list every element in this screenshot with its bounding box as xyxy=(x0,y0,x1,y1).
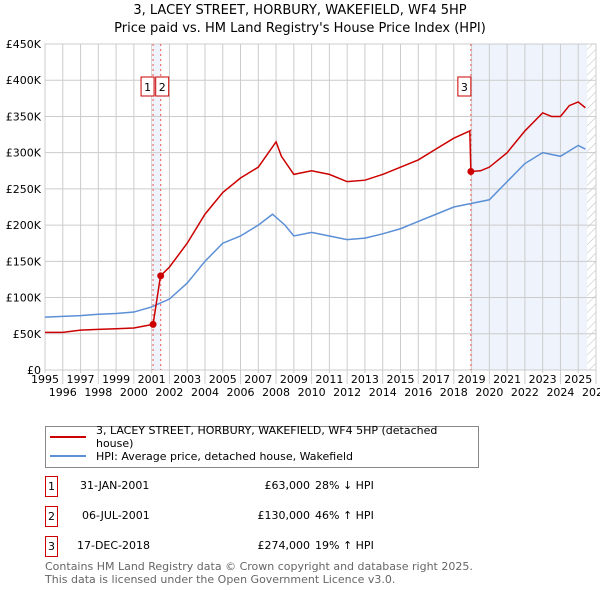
sale-date: 06-JUL-2001 xyxy=(82,509,150,522)
footer-line: This data is licensed under the Open Gov… xyxy=(45,573,396,586)
y-tick-label: £0 xyxy=(27,364,41,377)
legend-label: 3, LACEY STREET, HORBURY, WAKEFIELD, WF4… xyxy=(95,424,438,450)
x-tick-label: 2008 xyxy=(262,386,290,399)
sale-row: 3 17-DEC-2018 £274,000 19% ↑ HPI xyxy=(45,536,445,557)
y-tick-label: £250K xyxy=(6,183,42,196)
sale-hpi: 28% ↓ HPI xyxy=(315,479,374,492)
x-tick-label: 2017 xyxy=(422,373,450,386)
series-line xyxy=(44,144,586,318)
y-tick-label: £200K xyxy=(6,219,42,232)
x-tick-label: 2023 xyxy=(529,373,557,386)
legend: 3, LACEY STREET, HORBURY, WAKEFIELD, WF4… xyxy=(45,424,479,468)
y-tick-label: £400K xyxy=(6,74,42,87)
sale-point xyxy=(467,168,475,176)
sale-price: £274,000 xyxy=(257,539,311,552)
chart-title: 3, LACEY STREET, HORBURY, WAKEFIELD, WF4… xyxy=(133,3,467,18)
sale-point xyxy=(149,320,157,328)
sale-hpi: 46% ↑ HPI xyxy=(315,509,374,522)
sale-marker-box xyxy=(155,76,170,97)
sale-row: 2 06-JUL-2001 £130,000 46% ↑ HPI xyxy=(45,506,445,527)
y-tick-label: £450K xyxy=(6,38,42,51)
sale-marker: 3 xyxy=(45,536,58,557)
sale-marker: 1 xyxy=(45,476,58,497)
footer: Contains HM Land Registry data © Crown c… xyxy=(45,560,473,586)
x-tick-label: 1999 xyxy=(102,373,130,386)
x-tick-label: 2022 xyxy=(511,386,539,399)
x-tick-label: 2026 xyxy=(582,386,600,399)
x-tick-label: 2000 xyxy=(120,386,148,399)
x-tick-label: 2002 xyxy=(155,386,183,399)
sale-date: 31-JAN-2001 xyxy=(80,479,150,492)
x-tick-label: 1998 xyxy=(84,386,112,399)
legend-item-hpi: HPI: Average price, detached house, Wake… xyxy=(46,447,353,465)
sale-marker-label: 3 xyxy=(461,81,468,94)
x-tick-label: 2024 xyxy=(546,386,574,399)
legend-label: HPI: Average price, detached house, Wake… xyxy=(96,449,354,463)
sale-marker: 2 xyxy=(45,506,58,527)
x-tick-label: 2018 xyxy=(440,386,468,399)
x-tick-label: 2015 xyxy=(386,373,414,386)
y-tick-label: £50K xyxy=(13,328,42,341)
x-tick-label: 2010 xyxy=(298,386,326,399)
sale-price: £63,000 xyxy=(264,479,311,492)
footer-line: Contains HM Land Registry data © Crown c… xyxy=(45,560,473,573)
x-tick-label: 2013 xyxy=(351,373,379,386)
x-tick-label: 2020 xyxy=(475,386,503,399)
y-tick-label: £150K xyxy=(6,255,42,268)
x-tick-label: 2006 xyxy=(227,386,255,399)
future-hatch xyxy=(587,44,596,370)
sale-hpi: 19% ↑ HPI xyxy=(315,539,374,552)
x-tick-label: 2021 xyxy=(493,373,521,386)
sale-marker-box xyxy=(457,76,472,97)
chart-subtitle: Price paid vs. HM Land Registry's House … xyxy=(114,21,486,36)
price-chart: 1995199619971998199920002001200220032004… xyxy=(6,38,600,399)
x-tick-label: 2012 xyxy=(333,386,361,399)
y-tick-label: £100K xyxy=(6,292,42,305)
x-tick-label: 2004 xyxy=(191,386,219,399)
sale-price: £130,000 xyxy=(257,509,311,522)
x-tick-label: 2025 xyxy=(564,373,592,386)
projection-shading xyxy=(471,44,588,370)
x-tick-label: 2003 xyxy=(173,373,201,386)
sale-marker-box xyxy=(140,76,155,97)
x-tick-label: 1995 xyxy=(31,373,59,386)
sale-row: 1 31-JAN-2001 £63,000 28% ↓ HPI xyxy=(45,476,445,497)
series-line xyxy=(45,101,586,334)
x-tick-label: 2009 xyxy=(280,373,308,386)
x-tick-label: 1996 xyxy=(49,386,77,399)
sale-date: 17-DEC-2018 xyxy=(77,539,151,552)
x-tick-label: 2007 xyxy=(244,373,272,386)
sale-interval-shading xyxy=(153,44,161,370)
sale-marker-label: 2 xyxy=(159,81,166,94)
x-tick-label: 2016 xyxy=(404,386,432,399)
legend-item-property: 3, LACEY STREET, HORBURY, WAKEFIELD, WF4… xyxy=(46,424,478,450)
x-tick-label: 1997 xyxy=(67,373,95,386)
sale-marker-label: 1 xyxy=(144,81,151,94)
x-tick-label: 2019 xyxy=(458,373,486,386)
y-tick-label: £300K xyxy=(6,147,42,160)
x-tick-label: 2001 xyxy=(138,373,166,386)
x-tick-label: 2011 xyxy=(315,373,343,386)
plot-frame xyxy=(44,43,597,371)
x-tick-label: 2014 xyxy=(369,386,397,399)
sale-point xyxy=(157,272,165,280)
x-tick-label: 2005 xyxy=(209,373,237,386)
y-tick-label: £350K xyxy=(6,110,42,123)
